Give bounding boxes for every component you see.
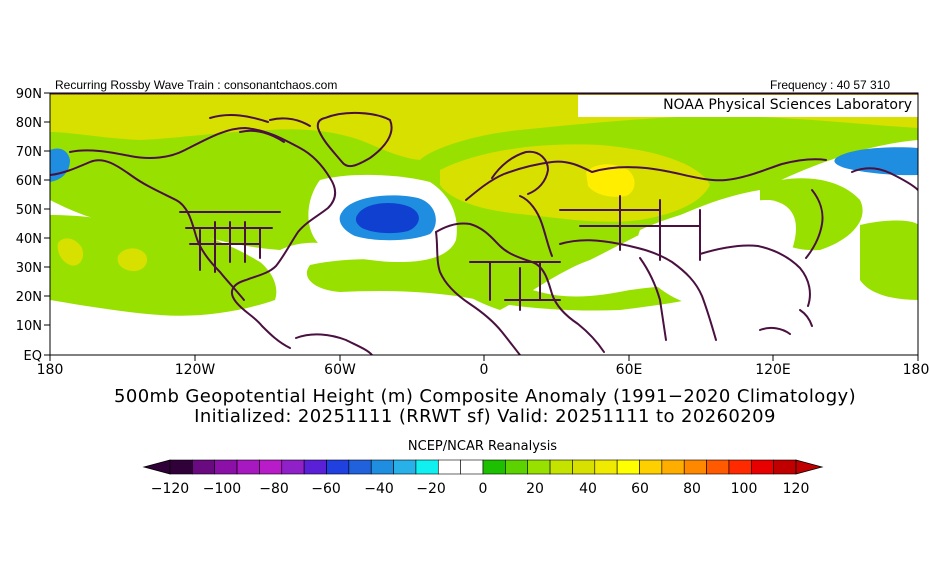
anomaly-yellow-siberia (586, 164, 635, 197)
colorbar-swatch (326, 459, 350, 475)
colorbar-tick-m40: −40 (364, 481, 394, 497)
anomaly-green-pacific (50, 215, 277, 316)
colorbar-swatch (192, 459, 216, 475)
colorbar-swatch (370, 459, 394, 475)
colorbar-swatch (393, 459, 417, 475)
colorbar-swatch (572, 459, 596, 475)
colorbar-swatch (281, 459, 305, 475)
colorbar-low-arrow (142, 459, 171, 475)
lat-label-20n: 20N (16, 290, 42, 305)
lon-label-0: 0 (480, 362, 489, 378)
colorbar-swatch (683, 459, 707, 475)
colorbar-swatch (639, 459, 663, 475)
lon-label-180w: 180 (37, 362, 64, 378)
colorbar-tick-20: 20 (526, 481, 544, 497)
anomaly-blue-bering (834, 147, 918, 176)
header-right-label: Frequency : 40 57 310 (770, 78, 891, 92)
lon-label-120w: 120W (175, 362, 216, 378)
colorbar-tick-m120: −120 (151, 481, 189, 497)
anomaly-neutral-east-asia (637, 200, 796, 311)
colorbar-tick-120: 120 (783, 481, 810, 497)
lat-axis: 90N 80N 70N 60N 50N 40N 30N 20N 10N EQ (16, 87, 50, 364)
anomaly-yellowgreen-eurasia (440, 144, 710, 222)
colorbar-swatch (773, 459, 797, 475)
lon-label-180e: 180 (903, 362, 930, 378)
anomaly-yellowgreen-pac2 (117, 248, 148, 272)
lat-label-40n: 40N (16, 232, 42, 247)
lat-label-70n: 70N (16, 145, 42, 160)
colorbar-swatch (348, 459, 372, 475)
lon-label-60e: 60E (616, 362, 643, 378)
lat-label-80n: 80N (16, 116, 42, 131)
lat-label-10n: 10N (16, 319, 42, 334)
map-title-line-2: Initialized: 20251111 (RRWT sf) Valid: 2… (194, 406, 776, 427)
colorbar-swatch (527, 459, 551, 475)
colorbar-swatch (594, 459, 618, 475)
colorbar-swatch (303, 459, 327, 475)
colorbar-swatch (706, 459, 730, 475)
colorbar-swatch (549, 459, 573, 475)
lon-axis: 180 120W 60W 0 60E 120E 180 (37, 355, 930, 378)
colorbar-swatch (236, 459, 260, 475)
lat-label-60n: 60N (16, 174, 42, 189)
anomaly-green-eastpac (860, 220, 918, 300)
header-left-label: Recurring Rossby Wave Train : consonantc… (55, 78, 338, 92)
colorbar-high-arrow (795, 459, 824, 475)
lab-label-box (578, 95, 918, 117)
lat-label-50n: 50N (16, 203, 42, 218)
pole-band (50, 93, 918, 95)
colorbar-tick-m100: −100 (203, 481, 241, 497)
colorbar-swatch (505, 459, 529, 475)
anomaly-fields (50, 93, 918, 355)
colorbar: −120 −100 −80 −60 −40 −20 0 20 40 60 80 … (142, 459, 824, 497)
colorbar-tick-100: 100 (731, 481, 758, 497)
colorbar-tick-m20: −20 (416, 481, 446, 497)
coastlines (50, 111, 918, 355)
colorbar-swatch (259, 459, 283, 475)
anomaly-yellowgreen-pac1 (57, 238, 84, 266)
colorbar-swatch (214, 459, 238, 475)
colorbar-swatch (728, 459, 752, 475)
colorbar-swatch (661, 459, 685, 475)
colorbar-tick-m60: −60 (311, 481, 341, 497)
map-title-line-1: 500mb Geopotential Height (m) Composite … (113, 386, 856, 407)
colorbar-swatch (169, 459, 193, 475)
colorbar-swatch (482, 459, 506, 475)
lat-label-90n: 90N (16, 87, 42, 102)
colorbar-tick-0: 0 (479, 481, 488, 497)
anomaly-green-atlantic (306, 258, 720, 311)
colorbar-tick-60: 60 (631, 481, 649, 497)
lon-label-120e: 120E (755, 362, 791, 378)
colorbar-swatch (616, 459, 640, 475)
colorbar-title: NCEP/NCAR Reanalysis (407, 439, 558, 454)
lon-label-60w: 60W (324, 362, 356, 378)
colorbar-tick-40: 40 (579, 481, 597, 497)
colorbar-tick-80: 80 (683, 481, 701, 497)
colorbar-tick-m80: −80 (259, 481, 289, 497)
colorbar-swatch (437, 459, 461, 475)
colorbar-swatch (415, 459, 439, 475)
colorbar-swatch (460, 459, 484, 475)
anomaly-darkblue-atlantic (355, 202, 419, 234)
lab-label: NOAA Physical Sciences Laboratory (663, 97, 912, 113)
lat-label-30n: 30N (16, 261, 42, 276)
lat-label-eq: EQ (24, 349, 42, 364)
colorbar-swatch (750, 459, 774, 475)
